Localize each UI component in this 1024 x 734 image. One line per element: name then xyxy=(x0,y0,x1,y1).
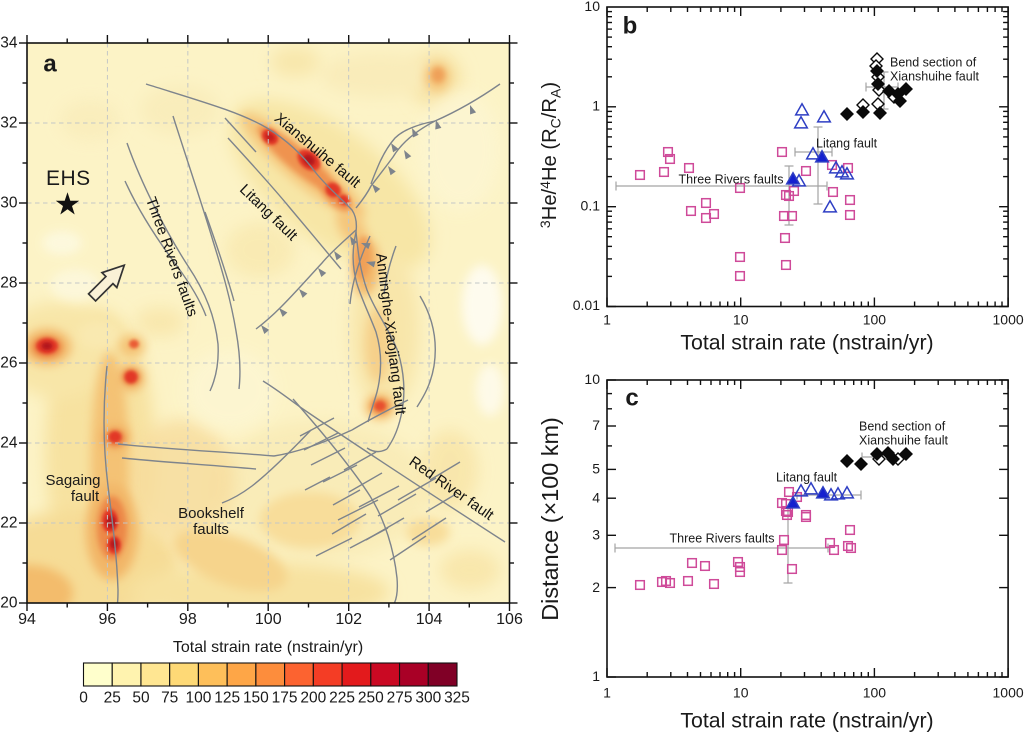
svg-text:Distance (×100 km): Distance (×100 km) xyxy=(537,417,563,620)
svg-text:fault: fault xyxy=(71,488,100,505)
svg-text:30: 30 xyxy=(0,195,18,212)
svg-text:28: 28 xyxy=(0,275,17,292)
svg-text:100: 100 xyxy=(863,312,887,328)
svg-text:Bend section of: Bend section of xyxy=(859,419,946,433)
svg-text:100: 100 xyxy=(863,685,887,701)
svg-text:50: 50 xyxy=(132,690,150,707)
svg-text:Total strain rate (nstrain/yr): Total strain rate (nstrain/yr) xyxy=(173,639,363,656)
svg-text:Bookshelf: Bookshelf xyxy=(178,505,245,522)
svg-text:300: 300 xyxy=(415,690,441,707)
svg-text:100: 100 xyxy=(255,611,282,628)
svg-text:5: 5 xyxy=(592,461,600,477)
svg-text:275: 275 xyxy=(387,690,413,707)
svg-text:26: 26 xyxy=(0,355,17,372)
svg-text:0.1: 0.1 xyxy=(581,197,601,213)
svg-text:25: 25 xyxy=(104,690,121,707)
svg-text:175: 175 xyxy=(272,690,298,707)
svg-text:2: 2 xyxy=(592,579,600,595)
svg-text:325: 325 xyxy=(444,690,470,707)
svg-text:b: b xyxy=(623,12,638,39)
svg-text:0.01: 0.01 xyxy=(573,297,600,313)
svg-text:3: 3 xyxy=(592,526,600,542)
svg-text:1000: 1000 xyxy=(993,685,1024,701)
svg-text:10: 10 xyxy=(733,685,749,701)
svg-text:1: 1 xyxy=(603,685,611,701)
svg-text:24: 24 xyxy=(0,435,18,452)
svg-text:75: 75 xyxy=(161,690,178,707)
svg-text:102: 102 xyxy=(335,611,362,628)
svg-text:1: 1 xyxy=(592,98,600,114)
svg-text:94: 94 xyxy=(18,611,36,628)
svg-text:EHS: EHS xyxy=(46,167,91,190)
svg-text:Three Rivers faults: Three Rivers faults xyxy=(679,172,784,186)
svg-text:Sagaing: Sagaing xyxy=(45,472,100,489)
svg-text:3He/4He (RC/RA): 3He/4He (RC/RA) xyxy=(537,82,564,228)
svg-text:96: 96 xyxy=(99,611,117,628)
svg-text:Bend section of: Bend section of xyxy=(890,55,977,69)
svg-text:125: 125 xyxy=(214,690,240,707)
svg-text:150: 150 xyxy=(243,690,269,707)
svg-text:Xianshuihe fault: Xianshuihe fault xyxy=(859,433,948,447)
svg-text:22: 22 xyxy=(0,515,17,532)
svg-text:250: 250 xyxy=(358,690,384,707)
svg-text:10: 10 xyxy=(584,0,600,14)
svg-text:7: 7 xyxy=(592,417,600,433)
svg-text:a: a xyxy=(43,50,57,77)
svg-text:Three Rivers faults: Three Rivers faults xyxy=(670,531,775,545)
svg-text:1: 1 xyxy=(603,312,611,328)
svg-text:20: 20 xyxy=(0,595,18,612)
svg-text:10: 10 xyxy=(584,371,600,387)
svg-text:100: 100 xyxy=(185,690,211,707)
svg-text:Total strain rate (nstrain/yr): Total strain rate (nstrain/yr) xyxy=(680,709,933,733)
svg-text:1000: 1000 xyxy=(993,312,1024,328)
svg-text:Total strain rate (nstrain/yr): Total strain rate (nstrain/yr) xyxy=(680,331,933,355)
svg-text:Litang fault: Litang fault xyxy=(816,136,878,150)
svg-text:200: 200 xyxy=(300,690,326,707)
svg-text:225: 225 xyxy=(329,690,355,707)
svg-text:1: 1 xyxy=(592,668,600,684)
svg-text:32: 32 xyxy=(0,115,17,132)
svg-text:Xianshuihe fault: Xianshuihe fault xyxy=(890,69,979,83)
svg-text:106: 106 xyxy=(496,611,523,628)
svg-text:faults: faults xyxy=(193,521,229,538)
svg-text:10: 10 xyxy=(733,312,749,328)
svg-text:0: 0 xyxy=(79,690,88,707)
svg-text:c: c xyxy=(625,384,638,411)
svg-text:34: 34 xyxy=(0,35,18,52)
svg-text:4: 4 xyxy=(592,489,600,505)
svg-text:Litang fault: Litang fault xyxy=(776,470,838,484)
svg-text:104: 104 xyxy=(416,611,443,628)
svg-text:98: 98 xyxy=(179,611,197,628)
